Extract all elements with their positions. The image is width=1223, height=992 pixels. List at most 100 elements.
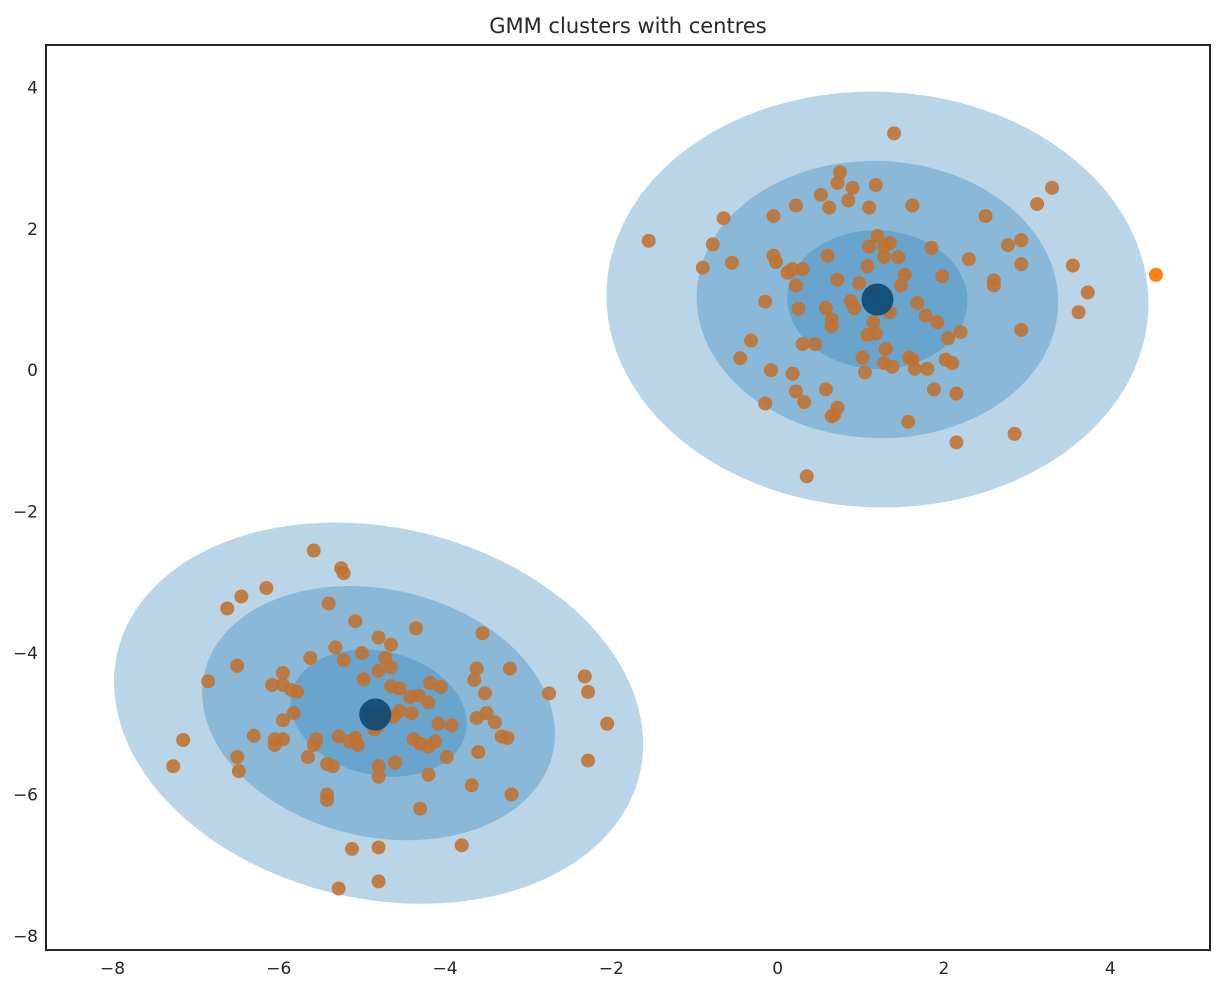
data-point bbox=[855, 350, 870, 365]
data-point bbox=[348, 614, 363, 629]
data-point bbox=[949, 435, 964, 450]
data-point bbox=[791, 301, 806, 316]
data-point bbox=[331, 729, 346, 744]
data-point bbox=[870, 228, 885, 243]
y-tick-label: 0 bbox=[27, 361, 38, 381]
data-point bbox=[924, 240, 939, 255]
data-point bbox=[469, 711, 484, 726]
data-point bbox=[744, 333, 759, 348]
data-point bbox=[868, 177, 883, 192]
cluster-centre-1 bbox=[359, 698, 392, 731]
data-point bbox=[259, 581, 274, 595]
data-point bbox=[344, 841, 359, 856]
data-point bbox=[275, 713, 290, 728]
data-point bbox=[891, 250, 906, 265]
data-point bbox=[306, 543, 321, 558]
data-point bbox=[824, 409, 839, 424]
data-point bbox=[428, 734, 443, 749]
data-point bbox=[935, 269, 950, 284]
data-point bbox=[953, 325, 968, 340]
data-point bbox=[1071, 305, 1086, 320]
data-point bbox=[166, 759, 181, 774]
data-point bbox=[795, 262, 810, 277]
data-point bbox=[467, 672, 482, 687]
data-point bbox=[705, 237, 720, 252]
data-point bbox=[926, 382, 941, 397]
data-point bbox=[822, 200, 837, 215]
data-point bbox=[300, 749, 315, 764]
data-point bbox=[824, 319, 839, 334]
data-point bbox=[766, 209, 781, 224]
x-tick-label: −6 bbox=[266, 959, 291, 979]
data-point bbox=[504, 787, 519, 802]
data-point bbox=[328, 640, 343, 655]
data-point bbox=[350, 737, 365, 752]
data-point bbox=[581, 753, 596, 768]
data-point bbox=[1014, 322, 1029, 337]
data-point bbox=[265, 677, 280, 692]
data-point bbox=[882, 235, 897, 250]
data-point bbox=[813, 187, 828, 202]
data-point bbox=[818, 382, 833, 397]
data-point bbox=[176, 733, 191, 748]
data-point bbox=[724, 255, 739, 270]
data-point bbox=[857, 365, 872, 380]
data-point bbox=[384, 660, 399, 675]
data-point bbox=[439, 749, 454, 764]
data-point bbox=[230, 749, 245, 764]
data-point bbox=[431, 716, 446, 731]
plot-frame bbox=[45, 44, 1211, 951]
data-point bbox=[910, 296, 925, 311]
data-point bbox=[841, 193, 856, 208]
data-point bbox=[905, 198, 920, 213]
data-point bbox=[230, 658, 245, 673]
data-point bbox=[945, 356, 960, 371]
data-point bbox=[868, 326, 883, 341]
data-point bbox=[1007, 426, 1022, 441]
data-point bbox=[887, 126, 902, 141]
x-tick-label: −2 bbox=[599, 959, 624, 979]
data-point bbox=[768, 255, 783, 270]
data-point bbox=[371, 630, 386, 645]
data-point bbox=[808, 337, 823, 352]
data-point bbox=[799, 469, 814, 484]
data-point bbox=[469, 661, 484, 676]
chart-title: GMM clusters with centres bbox=[489, 14, 767, 38]
data-point bbox=[500, 730, 515, 745]
data-point bbox=[471, 745, 486, 760]
data-point bbox=[234, 589, 249, 604]
data-point bbox=[321, 596, 336, 611]
data-point bbox=[454, 838, 469, 853]
y-tick-label: 4 bbox=[27, 78, 38, 98]
plot-area bbox=[45, 44, 1211, 951]
data-point bbox=[1014, 257, 1029, 272]
data-point bbox=[1080, 285, 1095, 300]
data-point bbox=[290, 684, 305, 699]
y-tick-label: −2 bbox=[13, 503, 38, 523]
data-point bbox=[897, 267, 912, 282]
data-point bbox=[758, 294, 773, 309]
data-point bbox=[267, 737, 282, 752]
data-point bbox=[303, 650, 318, 665]
data-point bbox=[795, 337, 810, 352]
data-point bbox=[641, 233, 656, 248]
y-axis-ticks: −8 −6 −4 −2 0 2 4 bbox=[13, 78, 38, 946]
data-point bbox=[356, 672, 371, 687]
data-point bbox=[246, 728, 261, 743]
data-point bbox=[354, 646, 369, 661]
y-tick-label: −4 bbox=[13, 644, 38, 664]
data-point bbox=[860, 259, 875, 274]
data-point-outlier bbox=[1148, 267, 1163, 282]
data-point bbox=[201, 674, 216, 689]
x-tick-label: 4 bbox=[1105, 959, 1116, 979]
data-point bbox=[433, 679, 448, 694]
data-point bbox=[878, 342, 893, 357]
data-point bbox=[852, 276, 867, 291]
data-point bbox=[581, 684, 596, 699]
data-point bbox=[830, 175, 845, 190]
data-point bbox=[1045, 180, 1060, 195]
data-point bbox=[986, 278, 1001, 293]
data-point bbox=[392, 681, 407, 696]
data-point bbox=[797, 395, 812, 410]
data-point bbox=[847, 301, 862, 316]
